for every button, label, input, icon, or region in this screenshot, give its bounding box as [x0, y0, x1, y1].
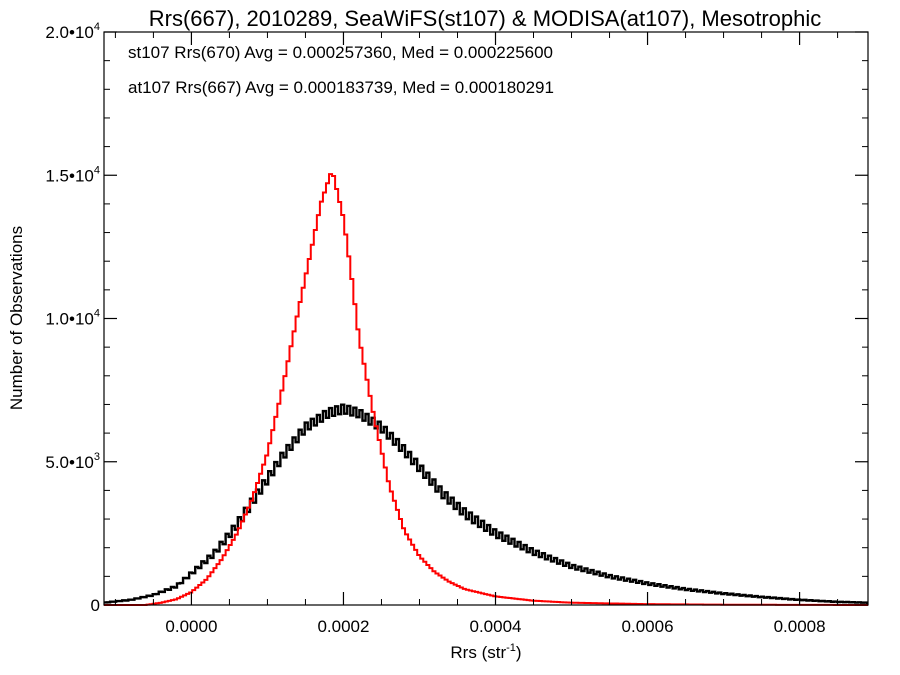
y-tick-label: 2.0•104: [45, 21, 100, 42]
x-axis-title-base: Rrs (str: [450, 643, 506, 662]
x-axis-title: Rrs (str-1): [450, 642, 521, 662]
x-tick-label: 0.0006: [622, 617, 674, 636]
stats-annotations: st107 Rrs(670) Avg = 0.000257360, Med = …: [128, 43, 554, 97]
chart-title: Rrs(667), 2010289, SeaWiFS(st107) & MODI…: [149, 6, 822, 31]
series-line-at107: [104, 173, 868, 606]
x-tick-label: 0.0000: [165, 617, 217, 636]
x-axis: 0.0000 0.0002 0.0004 0.0006 0.0008: [114, 32, 839, 636]
plot-frame: [103, 31, 869, 606]
y-axis: 0 5.0•103 1.0•104 1.5•104 2.0•104: [45, 21, 868, 615]
series-line-st107: [104, 403, 869, 605]
x-tick-label: 0.0004: [470, 617, 522, 636]
series-stats-st107: st107 Rrs(670) Avg = 0.000257360, Med = …: [128, 43, 553, 62]
y-axis-title: Number of Observations: [7, 226, 26, 410]
x-tick-label: 0.0002: [317, 617, 369, 636]
y-tick-label: 1.0•104: [45, 308, 100, 329]
x-axis-title-sup: -1: [506, 642, 516, 654]
x-tick-label: 0.0008: [774, 617, 826, 636]
series-layer: [104, 173, 869, 606]
y-tick-label: 1.5•104: [45, 164, 100, 185]
series-stats-at107: at107 Rrs(667) Avg = 0.000183739, Med = …: [128, 78, 554, 97]
y-tick-label: 0: [91, 596, 100, 615]
y-tick-label: 5.0•103: [45, 451, 100, 472]
x-axis-title-tail: ): [516, 643, 522, 662]
